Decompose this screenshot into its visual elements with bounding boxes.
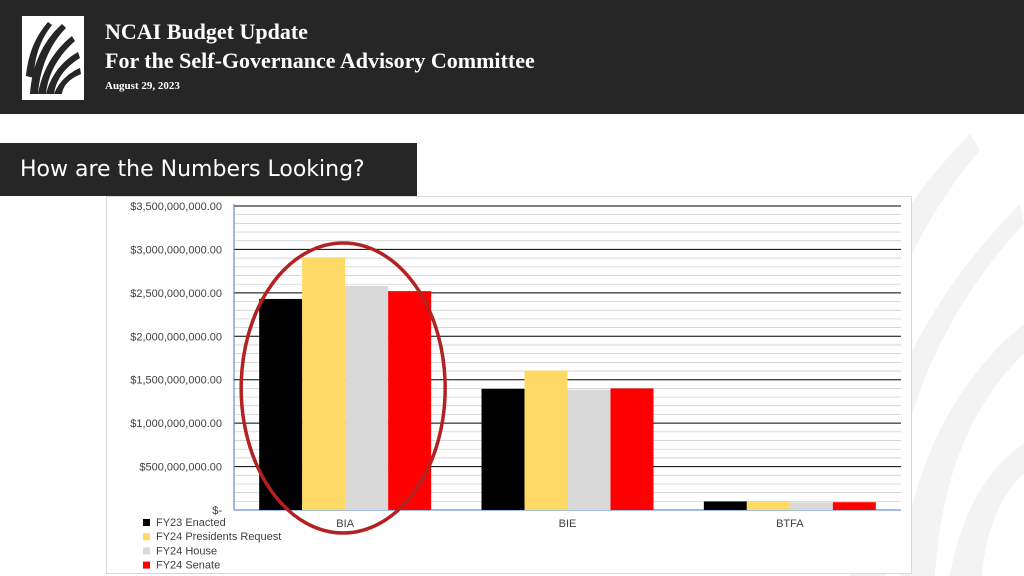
bar-btfa-0 <box>703 501 747 510</box>
ncai-headdress-logo-icon <box>22 16 84 100</box>
legend-swatch <box>143 561 150 569</box>
legend-label: FY24 Presidents Request <box>156 531 281 543</box>
y-tick-label: $1,000,000,000.00 <box>130 418 222 430</box>
y-tick-label: $3,000,000,000.00 <box>130 244 222 256</box>
bar-bia-0 <box>259 298 303 510</box>
section-banner: How are the Numbers Looking? <box>0 143 417 196</box>
bar-btfa-2 <box>789 502 833 510</box>
y-tick-label: $1,500,000,000.00 <box>130 375 222 387</box>
legend-swatch <box>143 533 150 541</box>
bar-bie-3 <box>610 388 654 510</box>
bia-highlight-ellipse <box>239 241 447 535</box>
legend-label: FY24 Senate <box>156 560 220 572</box>
legend-swatch <box>143 519 150 526</box>
bar-bie-1 <box>524 370 568 510</box>
bar-btfa-3 <box>832 502 876 510</box>
y-tick-label: $3,500,000,000.00 <box>130 201 222 213</box>
legend-label: FY23 Enacted <box>156 517 226 529</box>
slide-subtitle: For the Self-Governance Advisory Committ… <box>105 48 535 73</box>
y-tick-label: $500,000,000.00 <box>139 462 222 474</box>
y-tick-label: $- <box>212 505 222 517</box>
slide-title-block: NCAI Budget Update For the Self-Governan… <box>105 17 535 94</box>
x-category-label: BIA <box>336 518 354 530</box>
legend-label: FY24 House <box>156 545 217 557</box>
budget-bar-chart: $- $500,000,000.00 $1,000,000,000.00 $1,500… <box>106 196 912 574</box>
slide-header: NCAI Budget Update For the Self-Governan… <box>0 0 1024 114</box>
y-tick-label: $2,000,000,000.00 <box>130 331 222 343</box>
bar-bia-2 <box>345 285 389 510</box>
slide-date: August 29, 2023 <box>105 80 180 92</box>
bar-bia-1 <box>302 257 346 510</box>
x-category-label: BIE <box>559 518 577 530</box>
bar-btfa-1 <box>746 501 790 510</box>
bar-bie-0 <box>481 388 525 510</box>
x-category-label: BTFA <box>776 518 804 530</box>
y-tick-label: $2,500,000,000.00 <box>130 288 222 300</box>
bar-bie-2 <box>567 389 611 510</box>
section-title: How are the Numbers Looking? <box>20 157 365 182</box>
slide-title: NCAI Budget Update <box>105 19 308 44</box>
chart-canvas: $- $500,000,000.00 $1,000,000,000.00 $1,500… <box>130 201 901 572</box>
legend-swatch <box>143 547 150 555</box>
